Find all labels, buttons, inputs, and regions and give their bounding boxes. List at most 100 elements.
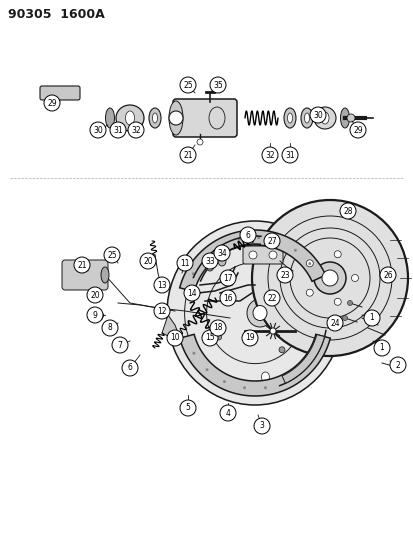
- Text: 26: 26: [382, 271, 392, 279]
- Text: 19: 19: [244, 334, 254, 343]
- Circle shape: [333, 298, 340, 305]
- Ellipse shape: [252, 305, 266, 320]
- Circle shape: [278, 273, 284, 279]
- Ellipse shape: [320, 112, 328, 124]
- Circle shape: [205, 368, 208, 371]
- Circle shape: [87, 287, 103, 303]
- Circle shape: [180, 77, 195, 93]
- Text: 9: 9: [93, 311, 97, 319]
- Circle shape: [379, 267, 395, 283]
- Text: 6: 6: [127, 364, 132, 373]
- Circle shape: [202, 330, 218, 346]
- Circle shape: [122, 360, 138, 376]
- Ellipse shape: [152, 113, 157, 123]
- Ellipse shape: [101, 267, 109, 283]
- Circle shape: [87, 307, 103, 323]
- Circle shape: [261, 147, 277, 163]
- Text: 12: 12: [157, 306, 166, 316]
- Ellipse shape: [247, 299, 272, 327]
- Circle shape: [191, 272, 195, 276]
- Text: 8: 8: [107, 324, 112, 333]
- Circle shape: [283, 380, 286, 383]
- Text: 31: 31: [113, 125, 123, 134]
- Circle shape: [224, 273, 230, 279]
- Circle shape: [314, 352, 317, 355]
- Circle shape: [268, 251, 276, 259]
- Circle shape: [349, 122, 365, 138]
- Circle shape: [177, 255, 192, 271]
- Polygon shape: [179, 230, 325, 292]
- Circle shape: [140, 253, 156, 269]
- Circle shape: [180, 400, 195, 416]
- Circle shape: [347, 301, 351, 305]
- Text: 34: 34: [216, 248, 226, 257]
- Text: 11: 11: [180, 259, 189, 268]
- Text: 13: 13: [157, 280, 166, 289]
- Ellipse shape: [283, 108, 295, 128]
- Polygon shape: [179, 334, 330, 396]
- Circle shape: [44, 95, 60, 111]
- Circle shape: [110, 122, 126, 138]
- Circle shape: [219, 270, 235, 286]
- Circle shape: [192, 352, 195, 355]
- Circle shape: [209, 320, 225, 336]
- Circle shape: [183, 285, 199, 301]
- Circle shape: [333, 251, 340, 258]
- Text: 35: 35: [213, 80, 222, 90]
- Text: 17: 17: [223, 273, 232, 282]
- Ellipse shape: [304, 113, 309, 123]
- Circle shape: [74, 257, 90, 273]
- Ellipse shape: [339, 108, 349, 128]
- Ellipse shape: [116, 105, 144, 131]
- Ellipse shape: [125, 111, 134, 125]
- Circle shape: [219, 245, 222, 248]
- Circle shape: [342, 316, 347, 320]
- Text: 18: 18: [213, 324, 222, 333]
- Circle shape: [112, 337, 128, 353]
- Text: 7: 7: [117, 341, 122, 350]
- Circle shape: [154, 303, 170, 319]
- Circle shape: [313, 262, 345, 294]
- Text: 15: 15: [205, 334, 214, 343]
- Circle shape: [363, 310, 379, 326]
- Circle shape: [306, 260, 313, 267]
- Text: 31: 31: [285, 150, 294, 159]
- Text: 2: 2: [395, 360, 399, 369]
- Circle shape: [346, 114, 354, 122]
- Circle shape: [394, 365, 400, 371]
- Circle shape: [254, 418, 269, 434]
- Text: 10: 10: [170, 334, 179, 343]
- Circle shape: [263, 290, 279, 306]
- Circle shape: [256, 236, 259, 239]
- FancyBboxPatch shape: [62, 260, 108, 290]
- Text: 25: 25: [107, 251, 116, 260]
- Circle shape: [293, 249, 296, 252]
- Text: 3: 3: [259, 422, 264, 431]
- Circle shape: [242, 386, 245, 389]
- Ellipse shape: [261, 244, 269, 254]
- Circle shape: [219, 405, 235, 421]
- Ellipse shape: [169, 101, 183, 135]
- Circle shape: [169, 111, 183, 125]
- Circle shape: [308, 262, 311, 265]
- Circle shape: [306, 289, 313, 296]
- Circle shape: [219, 290, 235, 306]
- Circle shape: [269, 328, 275, 334]
- Circle shape: [222, 380, 225, 383]
- Circle shape: [154, 277, 170, 293]
- Circle shape: [209, 77, 225, 93]
- Circle shape: [301, 368, 304, 371]
- Text: 20: 20: [90, 290, 100, 300]
- Circle shape: [197, 139, 202, 145]
- Polygon shape: [281, 335, 324, 383]
- Text: 1: 1: [369, 313, 373, 322]
- Ellipse shape: [206, 261, 214, 271]
- Text: 33: 33: [204, 256, 214, 265]
- Circle shape: [339, 203, 355, 219]
- Circle shape: [373, 340, 389, 356]
- Text: 30: 30: [312, 110, 322, 119]
- Text: 22: 22: [267, 294, 276, 303]
- Circle shape: [351, 274, 358, 281]
- Text: 90305  1600A: 90305 1600A: [8, 8, 104, 21]
- Text: 32: 32: [265, 150, 274, 159]
